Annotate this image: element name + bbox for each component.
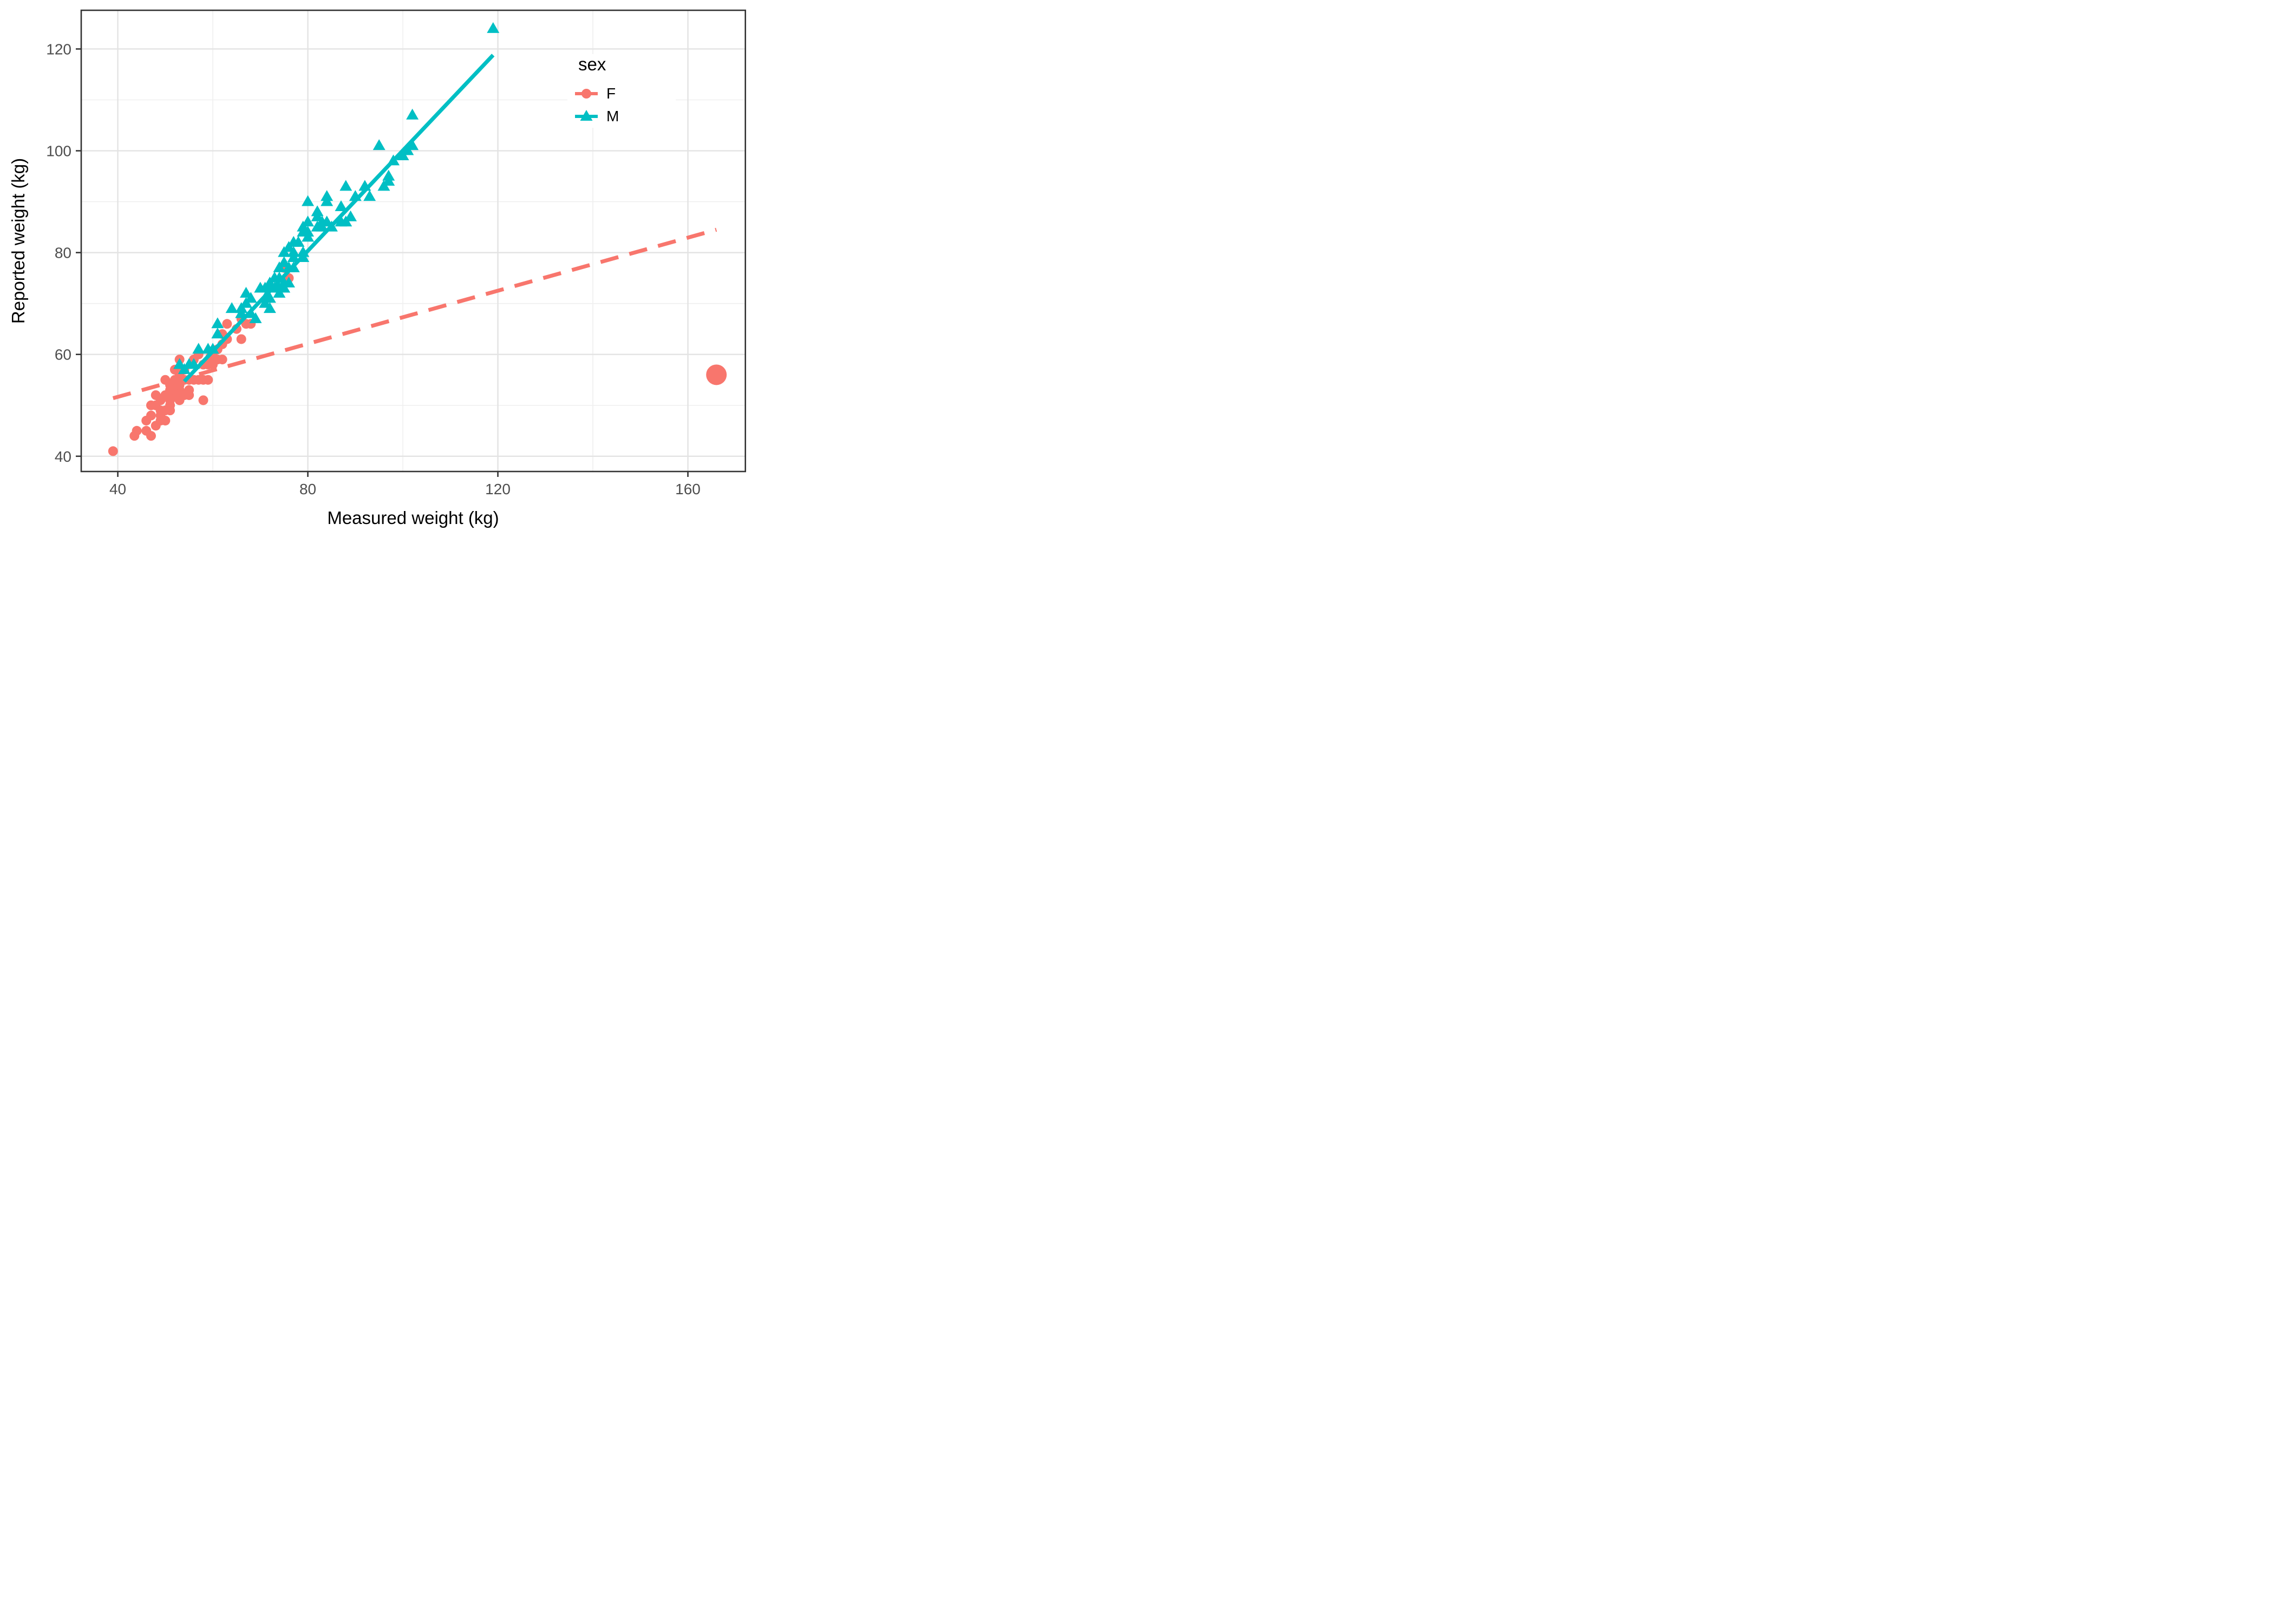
data-point-f — [160, 375, 171, 385]
data-point-f — [160, 415, 171, 425]
trend-line-m — [182, 54, 495, 383]
data-point-f — [222, 319, 232, 329]
data-point-f-outlier — [706, 364, 727, 385]
y-tick-label: 60 — [55, 346, 71, 363]
x-axis-title: Measured weight (kg) — [327, 508, 499, 528]
data-point-m — [302, 215, 315, 227]
data-point-f — [146, 431, 156, 441]
data-point-m — [263, 292, 276, 303]
data-point-m — [263, 302, 276, 313]
data-point-f — [217, 355, 227, 365]
data-point-m — [339, 180, 352, 191]
data-point-m — [282, 277, 295, 288]
data-point-m — [311, 205, 324, 217]
y-tick-label: 80 — [55, 245, 71, 261]
data-point-m — [206, 343, 219, 354]
trend-line-f — [112, 227, 717, 401]
data-point-m — [382, 169, 395, 181]
data-point-f — [108, 446, 118, 456]
data-point-m — [249, 312, 262, 323]
data-point-m — [211, 317, 224, 329]
legend-entry-f: F — [574, 82, 676, 105]
data-point-m — [321, 190, 334, 201]
data-point-f — [151, 390, 161, 400]
data-point-m — [287, 251, 300, 263]
data-point-m — [406, 139, 419, 150]
x-tick-label: 120 — [485, 481, 511, 497]
data-point-m — [225, 302, 238, 313]
legend-label-f: F — [606, 85, 616, 102]
panel-border — [80, 9, 746, 473]
data-point-m — [487, 22, 500, 33]
legend-entry-m: M — [574, 105, 676, 128]
data-point-m — [406, 108, 419, 120]
data-point-m — [344, 210, 357, 221]
data-point-m — [211, 328, 224, 339]
data-point-m — [292, 235, 305, 247]
data-point-m — [192, 343, 205, 354]
x-tick-label: 160 — [675, 481, 701, 497]
data-point-m — [335, 200, 348, 211]
data-point-m — [244, 292, 257, 303]
data-point-f — [198, 395, 208, 405]
y-tick-label: 120 — [46, 41, 71, 57]
data-point-m — [302, 226, 315, 237]
legend-label-m: M — [606, 108, 619, 125]
data-point-f — [146, 410, 156, 421]
data-point-f — [203, 375, 213, 385]
y-tick-label: 40 — [55, 448, 71, 465]
data-point-m — [302, 195, 315, 206]
legend-title: sex — [578, 54, 606, 74]
data-point-m — [278, 246, 291, 257]
x-tick-label: 80 — [299, 481, 316, 497]
data-point-m — [363, 190, 376, 201]
chart-svg: 40 80 120 160 40 60 80 100 120 — [46, 9, 746, 497]
legend-key-m-icon — [575, 110, 598, 121]
data-point-f — [184, 390, 194, 400]
y-axis-title: Reported weight (kg) — [8, 158, 28, 324]
x-tick-label: 40 — [109, 481, 126, 497]
y-tick-label: 100 — [46, 143, 71, 160]
data-point-f — [236, 334, 246, 344]
data-point-f — [132, 425, 142, 436]
data-point-f — [165, 405, 175, 416]
scatter-figure: 40 80 120 160 40 60 80 100 120 Measured weight (… — [0, 0, 758, 541]
legend: sex F M — [567, 54, 676, 128]
data-point-f — [146, 400, 156, 410]
legend-key-f-icon — [575, 89, 598, 99]
data-point-f — [203, 359, 213, 370]
data-point-m — [373, 139, 385, 150]
